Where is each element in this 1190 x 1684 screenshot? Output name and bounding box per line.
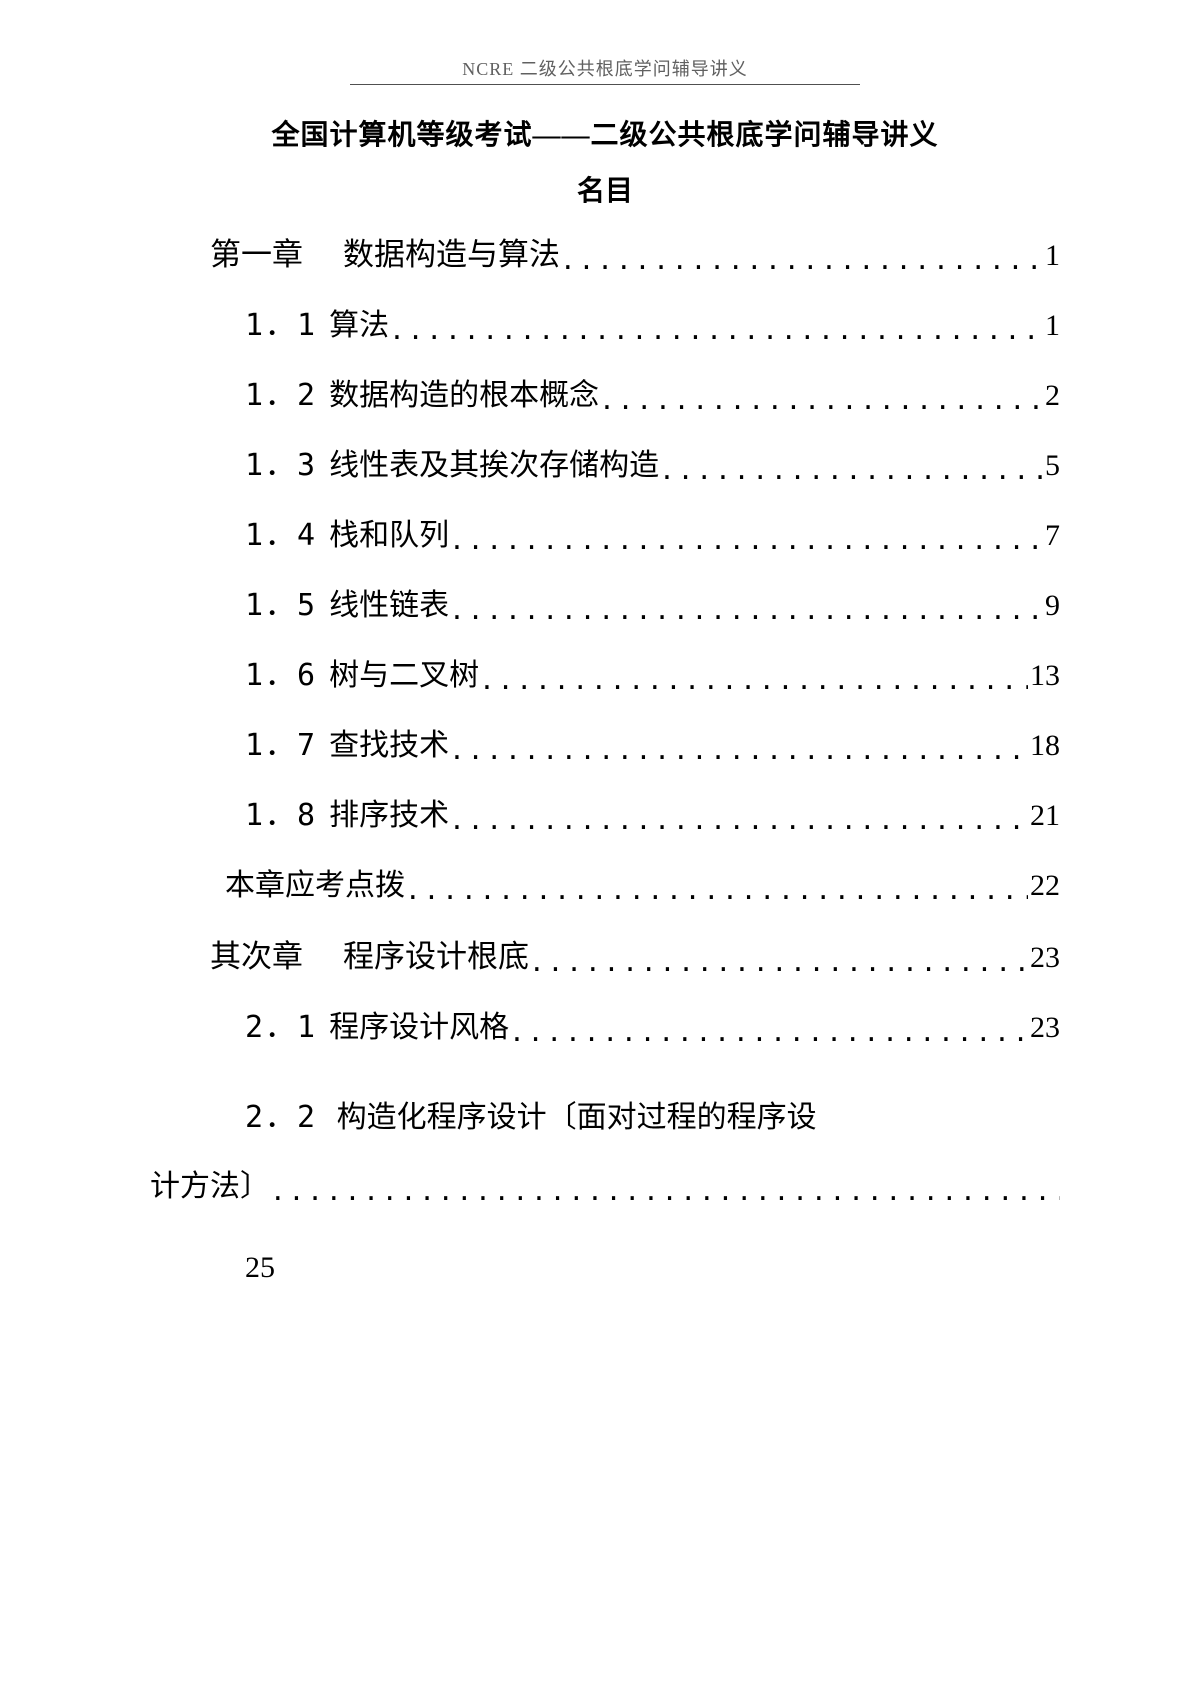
page-number: 22 <box>1028 871 1060 901</box>
leader-dots <box>560 248 1041 274</box>
toc-section: 2．1 程序设计风格 23 <box>150 1013 1060 1043</box>
running-header: NCRE 二级公共根底学问辅导讲义 <box>350 55 860 85</box>
section-title: 排序技术 <box>329 801 449 831</box>
page-number: 21 <box>1028 801 1060 831</box>
leader-dots <box>389 318 1043 344</box>
leader-dots <box>509 1020 1028 1046</box>
leader-dots <box>405 878 1028 904</box>
section-number: 1．5 <box>245 591 317 621</box>
document-page: NCRE 二级公共根底学问辅导讲义 全国计算机等级考试——二级公共根底学问辅导讲… <box>0 0 1190 1285</box>
section-title: 栈和队列 <box>329 521 449 551</box>
toc-section: 1．3 线性表及其挨次存储构造 5 <box>150 451 1060 481</box>
chapter-title: 程序设计根底 <box>343 941 529 972</box>
page-number: 13 <box>1028 661 1060 691</box>
chapter-label: 第一章 <box>210 239 303 270</box>
tip-title: 本章应考点拨 <box>225 871 405 901</box>
chapter-label: 其次章 <box>210 941 303 972</box>
section-title: 查找技术 <box>329 731 449 761</box>
page-number: 1 <box>1043 311 1060 341</box>
toc-section: 1．5 线性链表 9 <box>150 591 1060 621</box>
leader-dots <box>659 458 1043 484</box>
section-title-part2: 计方法〕 <box>150 1152 270 1221</box>
section-number: 2．1 <box>245 1013 317 1043</box>
page-number: 23 <box>1028 1013 1060 1043</box>
toc-section: 1．1 算法 1 <box>150 311 1060 341</box>
page-number: 2 <box>1043 381 1060 411</box>
leader-dots <box>449 528 1043 554</box>
leader-dots <box>270 1163 1060 1223</box>
document-subtitle: 名目 <box>150 169 1060 209</box>
page-number: 18 <box>1028 731 1060 761</box>
toc-section: 1．7 查找技术 18 <box>150 731 1060 761</box>
section-number: 1．3 <box>245 451 317 481</box>
toc-section: 1．4 栈和队列 7 <box>150 521 1060 551</box>
section-number: 1．7 <box>245 731 317 761</box>
section-title: 算法 <box>329 311 389 341</box>
page-number: 23 <box>1026 943 1060 973</box>
page-number: 1 <box>1041 241 1060 271</box>
section-title: 程序设计风格 <box>329 1013 509 1043</box>
section-title: 线性表及其挨次存储构造 <box>329 451 659 481</box>
page-number: 7 <box>1043 521 1060 551</box>
section-title: 数据构造的根本概念 <box>329 381 599 411</box>
document-title: 全国计算机等级考试——二级公共根底学问辅导讲义 <box>150 113 1060 153</box>
leader-dots <box>529 950 1026 976</box>
section-title-part1: 构造化程序设计〔面对过程的程序设 <box>337 1101 817 1134</box>
toc-chapter: 其次章 程序设计根底 23 <box>150 941 1060 973</box>
section-number: 2．2 <box>245 1100 317 1135</box>
section-number: 1．6 <box>245 661 317 691</box>
chapter-title: 数据构造与算法 <box>343 239 560 270</box>
leader-dots <box>599 388 1043 414</box>
page-number-orphan: 25 <box>150 1251 1060 1285</box>
leader-dots <box>449 808 1028 834</box>
section-number: 1．4 <box>245 521 317 551</box>
leader-dots <box>449 598 1043 624</box>
leader-dots <box>449 738 1028 764</box>
section-number: 1．1 <box>245 311 317 341</box>
toc-section-wrapped: 2．2 构造化程序设计〔面对过程的程序设 计方法〕 <box>150 1083 1060 1221</box>
page-number: 9 <box>1043 591 1060 621</box>
section-number: 1．2 <box>245 381 317 411</box>
section-title: 线性链表 <box>329 591 449 621</box>
toc-section: 1．8 排序技术 21 <box>150 801 1060 831</box>
toc-section: 1．2 数据构造的根本概念 2 <box>150 381 1060 411</box>
leader-dots <box>479 668 1028 694</box>
page-number: 5 <box>1043 451 1060 481</box>
toc-chapter: 第一章 数据构造与算法 1 <box>150 239 1060 271</box>
section-title: 树与二叉树 <box>329 661 479 691</box>
toc-tip: 本章应考点拨 22 <box>150 871 1060 901</box>
section-number: 1．8 <box>245 801 317 831</box>
toc-section: 1．6 树与二叉树 13 <box>150 661 1060 691</box>
